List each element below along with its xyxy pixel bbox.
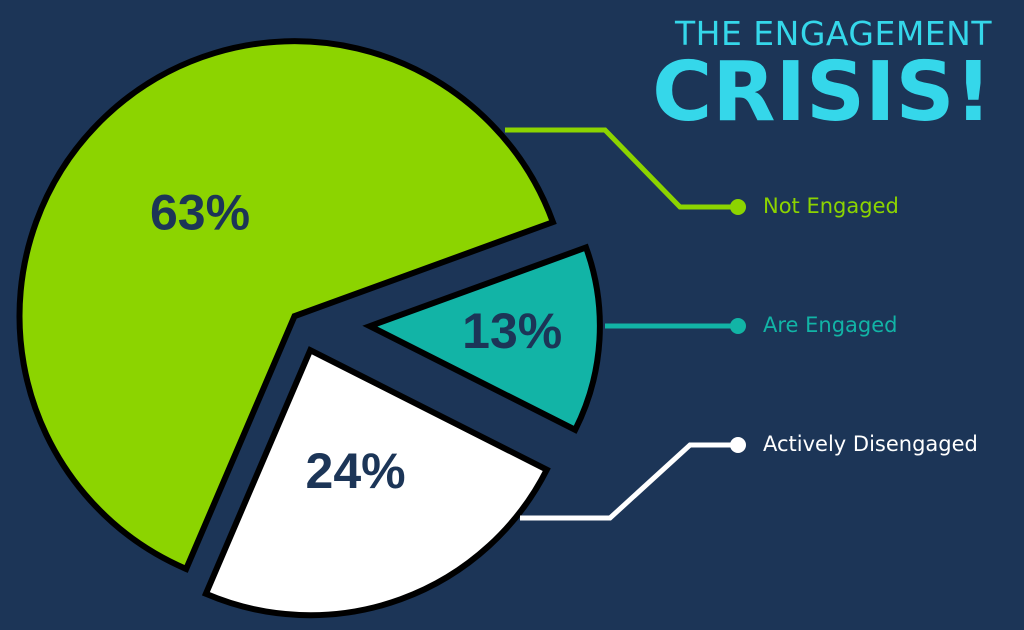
leader-line <box>520 442 738 521</box>
legend-dot <box>730 437 746 453</box>
legend-label: Are Engaged <box>763 313 898 337</box>
chart-title: CRISIS! <box>652 45 992 140</box>
slice-label: 63% <box>150 184 250 240</box>
slice-label: 13% <box>462 303 562 359</box>
pie-slice <box>362 243 603 434</box>
leader-line <box>505 127 738 210</box>
chart-title: THE ENGAGEMENT <box>674 14 992 53</box>
pie-slice <box>201 346 551 619</box>
slice-label: 24% <box>306 443 406 499</box>
legend-label: Actively Disengaged <box>763 432 978 456</box>
legend-dot <box>730 318 746 334</box>
pie-slice <box>16 38 557 573</box>
legend-dot <box>730 199 746 215</box>
legend-label: Not Engaged <box>763 194 899 218</box>
